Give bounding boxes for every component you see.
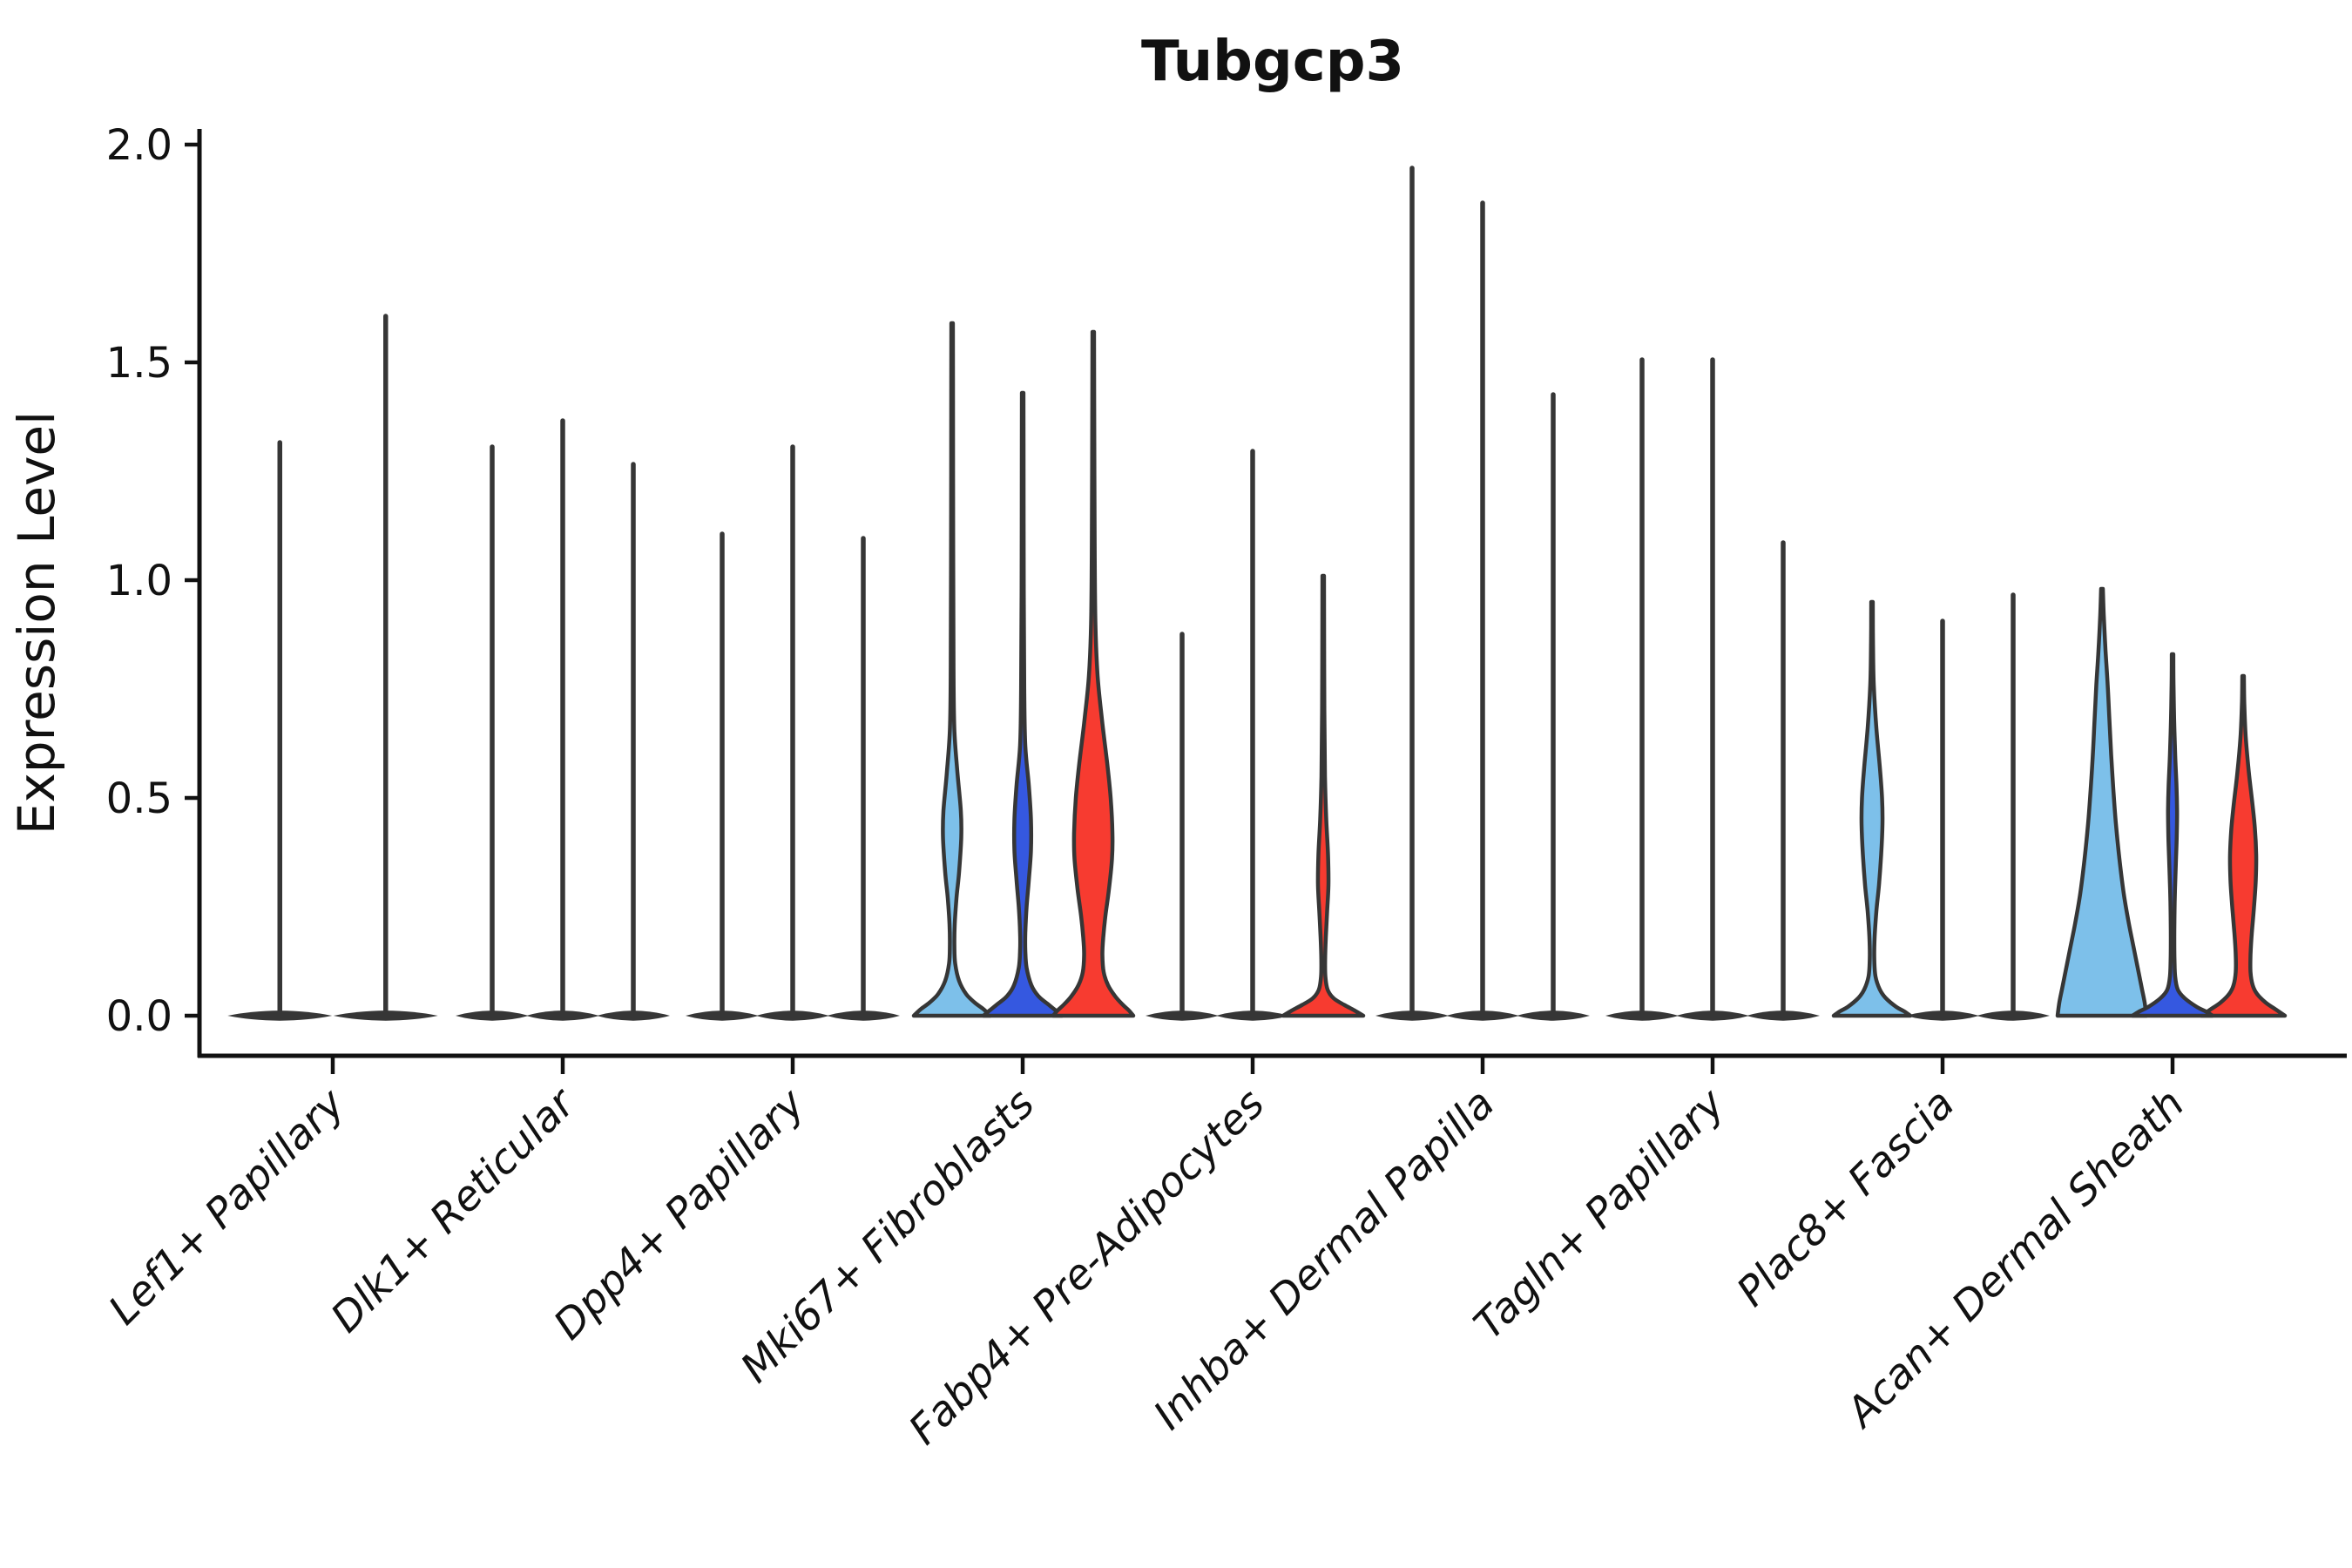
violin-9-royalblue <box>2130 652 2215 1018</box>
plot-title: Tubgcp3 <box>1141 30 1404 94</box>
y-tick-label: 0.5 <box>106 774 172 823</box>
y-axis: 0.0 0.5 1.0 1.5 2.0 <box>106 121 202 1058</box>
violin-5-red <box>1281 573 1366 1018</box>
violin-4-red <box>1051 329 1136 1018</box>
x-tick-label: Dlk1+ Reticular <box>322 1078 586 1342</box>
violins-layer <box>227 166 2288 1021</box>
x-tick-label: Lef1+ Papillary <box>99 1079 355 1335</box>
violin-8-skyblue <box>1831 599 1913 1018</box>
x-tick-label: Plac8+ Fascia <box>1727 1080 1963 1316</box>
violin-4-royalblue <box>981 390 1064 1018</box>
x-tick-label: Dpp4+ Papillary <box>544 1079 814 1349</box>
y-tick-label: 1.0 <box>106 557 172 605</box>
x-tick-label: Tagln+ Papillary <box>1465 1079 1735 1349</box>
y-tick-label: 2.0 <box>106 121 172 170</box>
violin-9-skyblue <box>2055 586 2149 1018</box>
violin-4-skyblue <box>911 321 993 1018</box>
y-tick-label: 1.5 <box>106 339 172 388</box>
y-axis-label: Expression Level <box>7 411 66 835</box>
y-tick-label: 0.0 <box>106 992 172 1041</box>
violin-9-red <box>2199 673 2288 1018</box>
